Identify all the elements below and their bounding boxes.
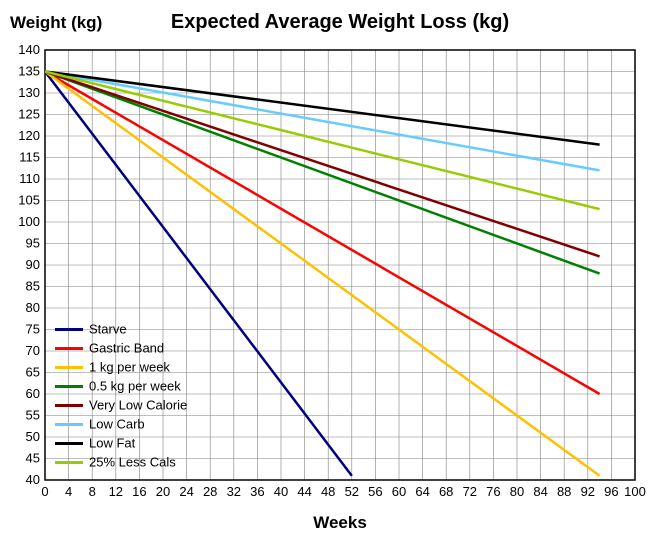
y-tick-label: 80 [26, 300, 40, 315]
y-tick-label: 55 [26, 408, 40, 423]
x-tick-label: 44 [297, 484, 311, 499]
y-tick-label: 40 [26, 472, 40, 487]
y-tick-label: 65 [26, 365, 40, 380]
weight-loss-chart: Weight (kg) Expected Average Weight Loss … [0, 0, 650, 539]
y-axis-title: Weight (kg) [10, 13, 102, 32]
gridlines [45, 50, 635, 480]
x-tick-label: 100 [624, 484, 646, 499]
x-tick-label: 80 [510, 484, 524, 499]
chart-svg: Weight (kg) Expected Average Weight Loss … [0, 0, 650, 539]
y-tick-label: 60 [26, 386, 40, 401]
y-tick-label: 115 [19, 150, 40, 165]
x-tick-label: 52 [345, 484, 359, 499]
x-tick-label: 68 [439, 484, 453, 499]
x-tick-label: 16 [132, 484, 146, 499]
x-tick-label: 84 [533, 484, 547, 499]
y-tick-label: 90 [26, 257, 40, 272]
y-tick-label: 95 [26, 236, 40, 251]
y-tick-label: 110 [19, 171, 40, 186]
y-tick-label: 50 [26, 429, 40, 444]
x-axis-title: Weeks [313, 513, 367, 532]
legend-label: 0.5 kg per week [89, 379, 181, 394]
y-tick-label: 130 [18, 85, 40, 100]
y-tick-label: 75 [26, 322, 40, 337]
y-tick-label: 70 [26, 343, 40, 358]
x-tick-label: 48 [321, 484, 335, 499]
x-tick-label: 60 [392, 484, 406, 499]
x-tick-label: 0 [41, 484, 48, 499]
legend-label: Very Low Calorie [89, 398, 187, 413]
y-tick-label: 125 [18, 107, 40, 122]
x-tick-label: 64 [415, 484, 429, 499]
y-tick-label: 135 [18, 64, 40, 79]
x-tick-label: 8 [89, 484, 96, 499]
x-tick-label: 36 [250, 484, 264, 499]
y-tick-label: 100 [18, 214, 40, 229]
x-tick-label: 40 [274, 484, 288, 499]
x-tick-label: 32 [227, 484, 241, 499]
legend-label: Low Fat [89, 436, 136, 451]
x-tick-label: 4 [65, 484, 72, 499]
y-tick-label: 140 [18, 42, 40, 57]
x-tick-label: 72 [463, 484, 477, 499]
y-tick-label: 45 [26, 451, 40, 466]
x-tick-label: 12 [109, 484, 123, 499]
y-tick-label: 85 [26, 279, 40, 294]
x-tick-label: 88 [557, 484, 571, 499]
legend-label: Starve [89, 322, 127, 337]
x-tick-label: 28 [203, 484, 217, 499]
x-tick-label: 76 [486, 484, 500, 499]
chart-title: Expected Average Weight Loss (kg) [171, 11, 509, 33]
x-tick-label: 96 [604, 484, 618, 499]
x-tick-label: 56 [368, 484, 382, 499]
legend-label: 1 kg per week [89, 360, 170, 375]
y-tick-label: 105 [18, 193, 40, 208]
x-tick-label: 92 [581, 484, 595, 499]
legend-label: Low Carb [89, 417, 145, 432]
legend-label: Gastric Band [89, 341, 164, 356]
x-tick-label: 20 [156, 484, 170, 499]
legend-label: 25% Less Cals [89, 455, 176, 470]
y-tick-label: 120 [18, 128, 40, 143]
x-tick-label: 24 [179, 484, 193, 499]
